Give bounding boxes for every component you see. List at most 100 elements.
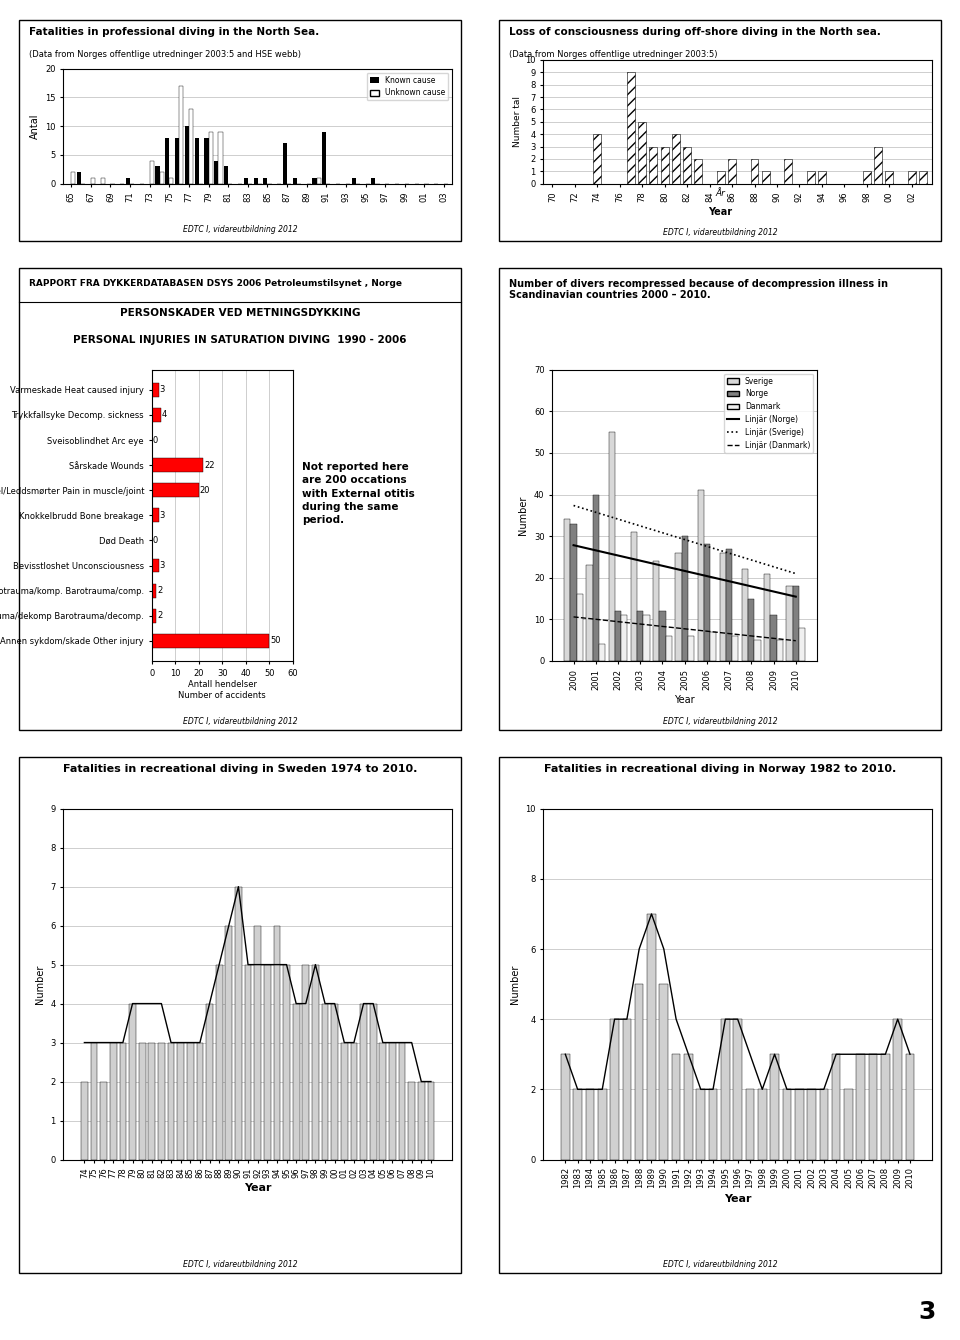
Bar	[263, 178, 268, 184]
Text: Loss of consciousness during off-shore diving in the North sea.: Loss of consciousness during off-shore d…	[509, 27, 880, 36]
Bar	[372, 178, 375, 184]
Text: 0: 0	[153, 436, 157, 445]
Linjär (Norge)	[700, 568, 711, 584]
Linjär (Norge)	[779, 586, 790, 602]
Legend: Known cause, Unknown cause: Known cause, Unknown cause	[367, 72, 448, 100]
Text: EDTC I, vidareutbildning 2012: EDTC I, vidareutbildning 2012	[662, 717, 778, 726]
Linjär (Sverige)	[779, 561, 790, 578]
X-axis label: Year: Year	[244, 1183, 272, 1194]
Bar	[643, 615, 650, 661]
Linjär (Sverige)	[683, 532, 694, 548]
Bar	[638, 122, 646, 184]
Bar	[687, 636, 694, 661]
Text: Fatalities in recreational diving in Sweden 1974 to 2010.: Fatalities in recreational diving in Swe…	[62, 764, 418, 773]
Text: PERSONSKADER VED METNINGSDYKKING: PERSONSKADER VED METNINGSDYKKING	[120, 308, 360, 318]
Text: Number of divers recompressed because of decompression illness in
Scandinavian c: Number of divers recompressed because of…	[509, 279, 888, 300]
Bar	[762, 172, 770, 184]
Bar	[831, 1055, 840, 1159]
Bar	[631, 532, 637, 661]
Bar	[427, 1081, 434, 1159]
Bar	[312, 965, 319, 1159]
Bar	[684, 1055, 693, 1159]
Text: 3: 3	[159, 511, 165, 520]
Bar	[782, 1089, 791, 1159]
Linjär (Norge)	[619, 549, 631, 565]
Text: 50: 50	[270, 636, 280, 646]
Bar	[682, 536, 687, 661]
Bar	[331, 1004, 338, 1159]
Linjär (Norge)	[790, 588, 802, 604]
Bar	[77, 173, 81, 184]
Bar	[660, 611, 665, 661]
Bar	[637, 611, 643, 661]
Linjär (Danmark)	[611, 614, 622, 630]
Y-axis label: Antal: Antal	[30, 114, 39, 139]
Bar	[806, 172, 815, 184]
Bar	[698, 490, 704, 661]
Bar	[771, 615, 777, 661]
Bar	[159, 173, 163, 184]
Bar	[408, 1081, 415, 1159]
Linjär (Danmark)	[772, 631, 783, 647]
Bar	[647, 914, 656, 1159]
Bar	[109, 1043, 117, 1159]
Text: Not reported here
are 200 occations
with External otitis
during the same
period.: Not reported here are 200 occations with…	[301, 462, 415, 525]
Bar	[156, 166, 159, 184]
Bar	[152, 409, 161, 422]
Bar	[795, 1089, 804, 1159]
Bar	[672, 134, 680, 184]
Bar	[168, 1043, 175, 1159]
Bar	[587, 565, 592, 661]
Bar	[214, 161, 219, 184]
Bar	[863, 172, 871, 184]
Linjär (Sverige)	[790, 565, 802, 582]
Y-axis label: Number: Number	[518, 496, 528, 535]
Bar	[748, 599, 755, 661]
Bar	[197, 1043, 204, 1159]
Text: EDTC I, vidareutbildning 2012: EDTC I, vidareutbildning 2012	[662, 228, 778, 237]
Text: 20: 20	[200, 485, 210, 494]
Bar	[149, 1043, 156, 1159]
Bar	[611, 1020, 619, 1159]
Bar	[379, 1043, 386, 1159]
Bar	[704, 544, 710, 661]
Bar	[807, 1089, 816, 1159]
Bar	[91, 178, 95, 184]
Bar	[158, 1043, 165, 1159]
Y-axis label: Number tal: Number tal	[514, 96, 522, 147]
Text: År: År	[715, 189, 725, 198]
Bar	[717, 172, 725, 184]
Bar	[728, 159, 736, 184]
Linjär (Danmark)	[700, 623, 711, 639]
Bar	[152, 383, 158, 397]
Bar	[786, 586, 793, 661]
Bar	[152, 559, 158, 572]
Text: Fatalities in professional diving in the North Sea.: Fatalities in professional diving in the…	[29, 27, 319, 36]
Bar	[178, 1043, 184, 1159]
Line: Linjär (Sverige): Linjär (Sverige)	[573, 505, 796, 574]
Linjär (Danmark)	[567, 608, 579, 624]
Bar	[71, 173, 75, 184]
Bar	[360, 1004, 367, 1159]
Text: 0: 0	[153, 536, 157, 545]
Text: (Data from Norges offentlige utredninger 2003:5): (Data from Norges offentlige utredninger…	[509, 50, 717, 59]
Bar	[418, 1081, 424, 1159]
Bar	[254, 926, 261, 1159]
Bar	[100, 1081, 107, 1159]
Bar	[561, 1055, 569, 1159]
Bar	[130, 1004, 136, 1159]
Bar	[856, 1055, 865, 1159]
Bar	[592, 494, 599, 661]
Bar	[244, 178, 248, 184]
Bar	[216, 965, 223, 1159]
Bar	[720, 553, 726, 661]
Bar	[869, 1055, 877, 1159]
Bar	[150, 161, 154, 184]
Bar	[208, 131, 213, 184]
Linjär (Danmark)	[790, 632, 802, 649]
Bar	[881, 1055, 890, 1159]
Text: 22: 22	[204, 461, 215, 469]
Bar	[293, 178, 297, 184]
Bar	[341, 1043, 348, 1159]
Bar	[370, 1004, 376, 1159]
